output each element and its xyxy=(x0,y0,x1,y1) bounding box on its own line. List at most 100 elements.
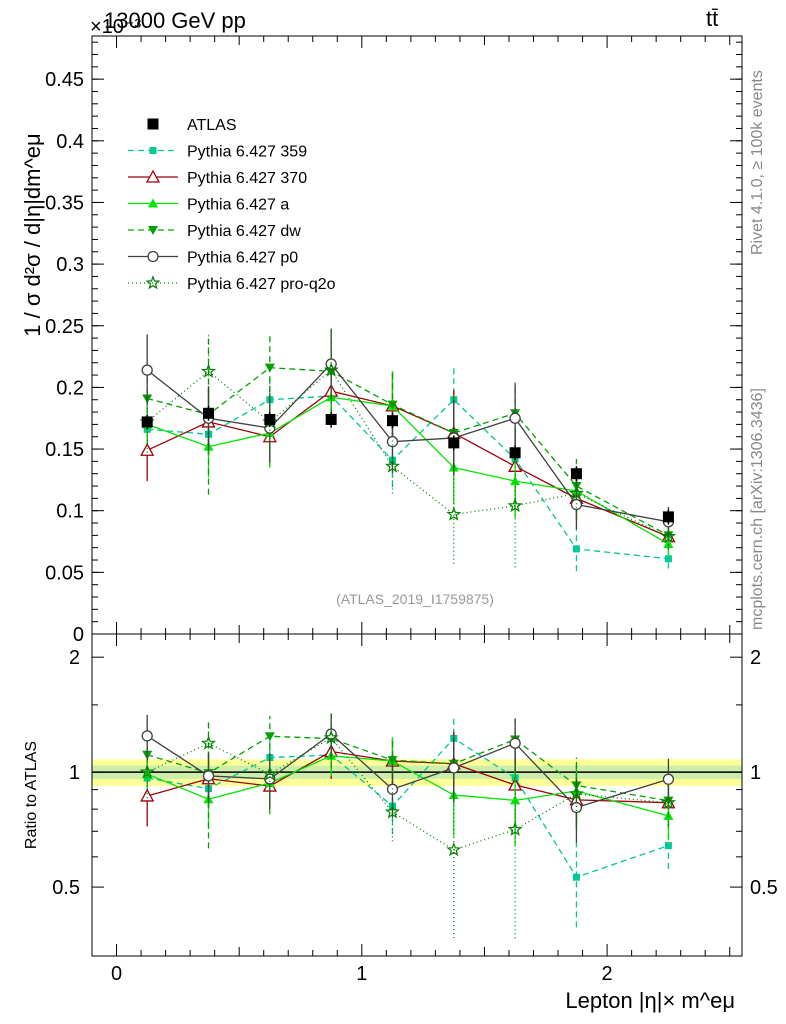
series-ratio-point xyxy=(387,756,398,766)
energy-label: 13000 GeV pp xyxy=(104,8,246,33)
legend-label: Pythia 6.427 dw xyxy=(187,223,301,240)
legend: ATLAS Pythia 6.427 359 Pythia 6.427 370 Pyt… xyxy=(128,117,336,293)
data-point xyxy=(203,407,215,419)
series-point xyxy=(446,506,462,521)
legend-label: Pythia 6.427 pro-q2o xyxy=(187,276,336,293)
y-tick-label: 0.25 xyxy=(45,316,84,338)
legend-marker xyxy=(148,198,158,208)
legend-entry: ATLAS xyxy=(147,117,237,134)
series-ratio-line xyxy=(146,736,669,851)
legend-marker xyxy=(148,226,158,235)
series-ratio-point xyxy=(141,730,153,742)
series-point xyxy=(200,363,217,378)
series-point xyxy=(509,412,521,424)
series-point xyxy=(507,497,523,513)
legend-label: Pythia 6.427 370 xyxy=(187,170,307,187)
series-ratio-point xyxy=(140,788,155,802)
y-tick-label: 0 xyxy=(73,624,84,646)
series-ratio-point xyxy=(323,729,339,745)
series-line xyxy=(147,367,669,536)
analysis-label: (ATLAS_2019_I1759875) xyxy=(336,591,494,607)
y-tick-label: 0.3 xyxy=(56,254,84,276)
y-tick-label: 0.4 xyxy=(56,131,84,153)
axes: 0 0.05 0.1 0.15 0.2 0.25 0.3 0.35 0.4 0.45 0.5 0.5 1… xyxy=(45,36,778,985)
series-ratio-point xyxy=(510,795,521,805)
series-point xyxy=(386,436,399,448)
series-ratio-point xyxy=(384,804,401,819)
series-0 xyxy=(143,365,672,928)
x-tick-label: 2 xyxy=(602,963,613,985)
series-ratio-point xyxy=(262,766,278,781)
process-label: tt̄ xyxy=(706,6,718,31)
x-tick-label: 1 xyxy=(356,963,367,985)
legend-marker xyxy=(147,250,159,263)
data-point xyxy=(386,415,398,427)
mcplots-label: mcplots.cern.ch [arXiv:1306.3436] xyxy=(749,388,766,630)
series-line xyxy=(146,390,669,538)
y-exponent: ×10⁻³ xyxy=(90,16,141,38)
legend-marker xyxy=(147,118,159,130)
series-layer xyxy=(139,328,676,939)
x-tick-label: 0 xyxy=(111,963,122,985)
atlas-data xyxy=(141,405,674,525)
legend-marker xyxy=(145,169,161,183)
series-point xyxy=(264,363,275,373)
data-point xyxy=(570,468,582,480)
data-point xyxy=(264,413,276,425)
y-tick-label: 0.45 xyxy=(45,69,84,91)
y-tick-label: 0.05 xyxy=(45,562,84,584)
series-ratio-line xyxy=(147,737,669,878)
x-axis-label: Lepton |η|× m^eμ xyxy=(565,988,735,1013)
ratio-tick-label: 2 xyxy=(69,647,80,669)
legend-entry: Pythia 6.427 a xyxy=(128,197,289,214)
series-ratio-point xyxy=(662,773,675,785)
series-ratio-point xyxy=(570,801,583,814)
legend-entry: Pythia 6.427 370 xyxy=(128,169,307,187)
series-ratio-point xyxy=(139,764,155,779)
series-point xyxy=(387,400,398,410)
ratio-y-axis-label: Ratio to ATLAS xyxy=(23,741,40,849)
data-point xyxy=(662,511,674,523)
ratio-tick-label-right: 2 xyxy=(750,647,761,669)
series-point xyxy=(660,528,676,543)
series-ratio-point xyxy=(202,770,215,782)
legend-marker xyxy=(149,147,157,154)
data-point xyxy=(141,416,153,428)
y-tick-label: 0.35 xyxy=(45,192,84,214)
legend-label: ATLAS xyxy=(187,117,237,134)
series-ratio-point xyxy=(446,841,462,857)
legend-label: Pythia 6.427 359 xyxy=(187,144,307,161)
legend-entry: Pythia 6.427 p0 xyxy=(128,250,298,267)
ratio-tick-label-right: 1 xyxy=(750,762,761,784)
series-point xyxy=(323,362,339,377)
data-point xyxy=(509,447,521,459)
series-point xyxy=(663,538,674,548)
series-ratio-point xyxy=(568,786,584,801)
series-5 xyxy=(139,333,676,939)
data-point xyxy=(448,437,460,449)
legend-label: Pythia 6.427 p0 xyxy=(187,250,298,267)
y-tick-label: 0.15 xyxy=(45,439,84,461)
legend-marker xyxy=(145,275,161,290)
series-point xyxy=(141,364,153,376)
series-ratio-point xyxy=(572,873,580,881)
series-ratio-point xyxy=(660,794,676,810)
legend-entry: Pythia 6.427 359 xyxy=(128,144,307,161)
ratio-tick-label: 0.5 xyxy=(52,877,80,899)
y-tick-label: 0.1 xyxy=(56,501,84,523)
series-point xyxy=(140,442,155,456)
series-ratio-point xyxy=(264,732,275,742)
series-point xyxy=(510,476,521,486)
series-line xyxy=(146,369,669,538)
series-ratio-point xyxy=(664,842,672,850)
series-ratio-point xyxy=(509,737,521,749)
legend-entry: Pythia 6.427 pro-q2o xyxy=(128,275,336,293)
series-point xyxy=(568,485,584,500)
series-line xyxy=(146,396,669,545)
series-point xyxy=(572,545,580,553)
y-tick-label: 0.2 xyxy=(56,377,84,399)
data-point xyxy=(325,413,337,425)
series-point xyxy=(384,458,401,473)
y-axis-label: 1 / σ d²σ / d|η|dm^eμ xyxy=(20,133,45,336)
